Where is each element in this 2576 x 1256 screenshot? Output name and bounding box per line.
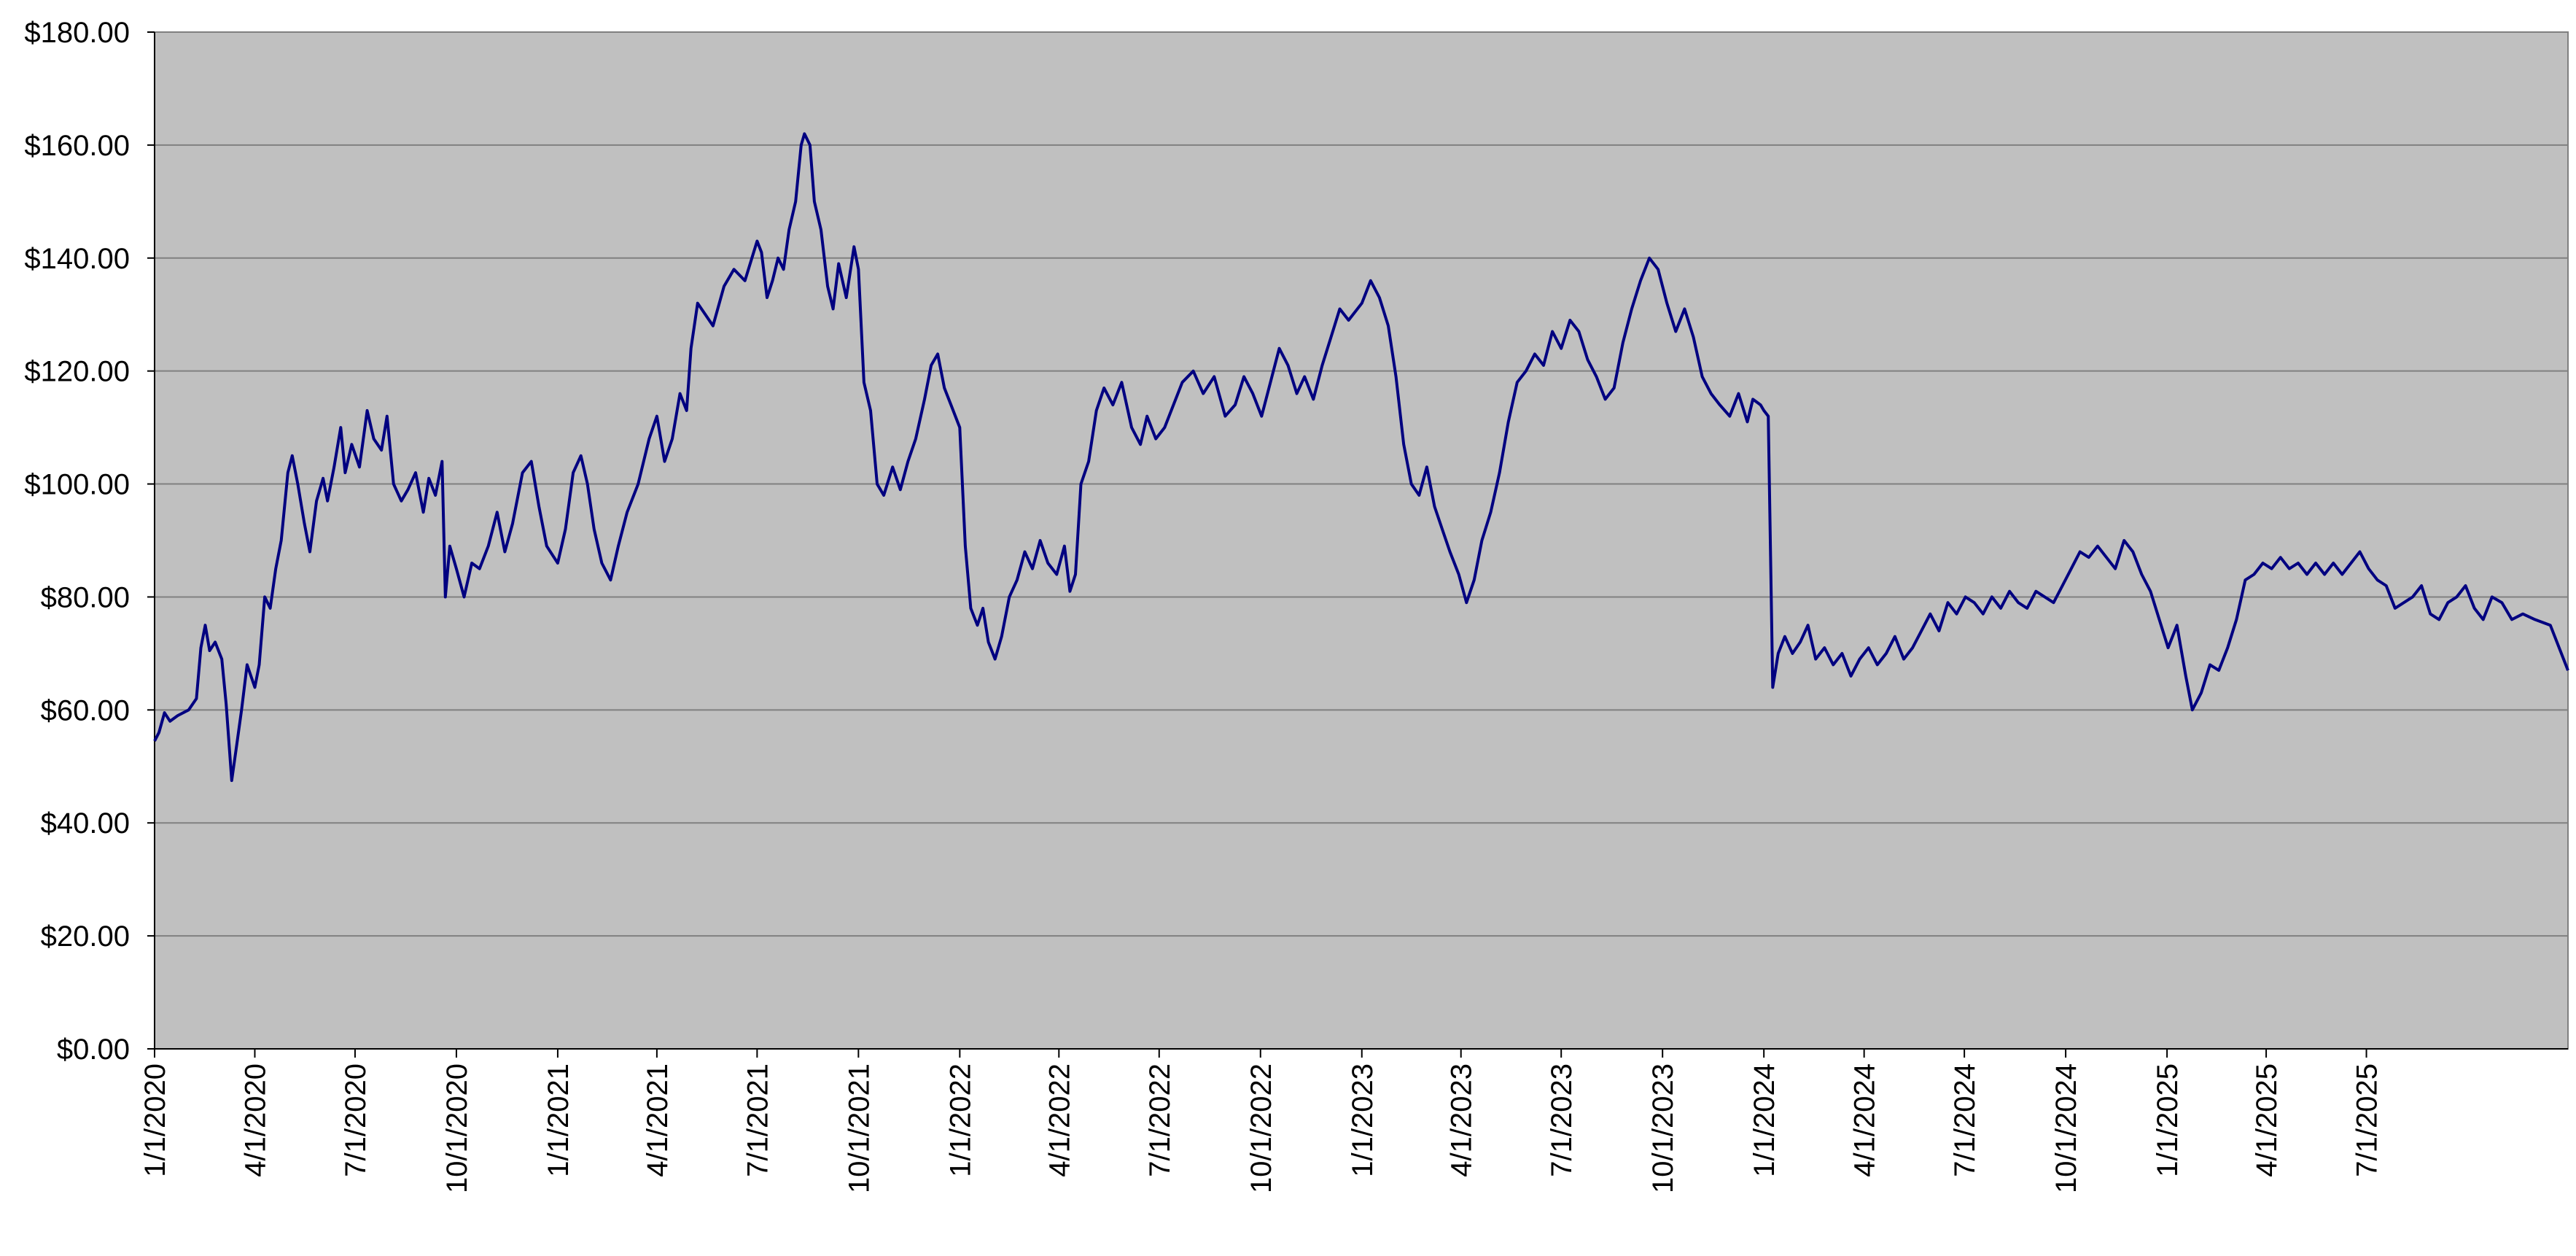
x-tick-label: 7/1/2020: [340, 1063, 372, 1177]
y-tick-label: $60.00: [41, 694, 130, 726]
axes: [147, 31, 2569, 1058]
y-tick-label: $80.00: [41, 581, 130, 613]
x-tick-label: 1/1/2025: [2152, 1063, 2184, 1177]
x-tick-label: 7/1/2024: [1949, 1063, 1981, 1177]
y-tick-label: $140.00: [24, 243, 130, 275]
x-tick-label: 4/1/2022: [1043, 1063, 1075, 1177]
x-tick-label: 4/1/2020: [239, 1063, 271, 1177]
series-layer: [153, 132, 2569, 783]
x-tick-label: 10/1/2024: [2050, 1063, 2082, 1193]
x-tick-label: 10/1/2020: [441, 1063, 473, 1193]
y-tick-label: $160.00: [24, 130, 130, 162]
x-tick-label: 10/1/2021: [843, 1063, 875, 1193]
x-tick-label: 7/1/2022: [1144, 1063, 1176, 1177]
x-tick-label: 7/1/2023: [1546, 1063, 1578, 1177]
x-tick-label: 4/1/2025: [2251, 1063, 2283, 1177]
x-tick-label: 1/1/2021: [542, 1063, 575, 1177]
y-tick-label: $20.00: [41, 920, 130, 953]
x-tick-label: 7/1/2025: [2351, 1063, 2384, 1177]
x-tick-label: 1/1/2023: [1347, 1063, 1379, 1177]
y-tick-label: $120.00: [24, 356, 130, 388]
y-tick-label: $100.00: [24, 469, 130, 501]
x-tick-label: 7/1/2021: [742, 1063, 774, 1177]
x-tick-label: 4/1/2021: [642, 1063, 674, 1177]
x-tick-label: 1/1/2024: [1748, 1063, 1781, 1177]
price-series-line: [153, 132, 2569, 783]
x-tick-label: 4/1/2024: [1849, 1063, 1881, 1177]
y-tick-label: $180.00: [24, 17, 130, 49]
x-tick-label: 10/1/2022: [1245, 1063, 1277, 1193]
x-axis-tick-labels: 1/1/2020 4/1/2020 7/1/2020 10/1/2020 1/1/202…: [139, 1063, 2384, 1193]
y-tick-label: $0.00: [57, 1034, 130, 1066]
x-tick-label: 4/1/2023: [1446, 1063, 1478, 1177]
y-tick-label: $40.00: [41, 807, 130, 840]
x-tick-label: 10/1/2023: [1647, 1063, 1679, 1193]
y-axis-tick-labels: $0.00 $20.00 $40.00 $60.00 $80.00 $100.00 $120…: [24, 17, 130, 1066]
x-tick-label: 1/1/2020: [139, 1063, 171, 1177]
x-tick-label: 1/1/2022: [944, 1063, 976, 1177]
plot-area-background: [155, 32, 2568, 1049]
